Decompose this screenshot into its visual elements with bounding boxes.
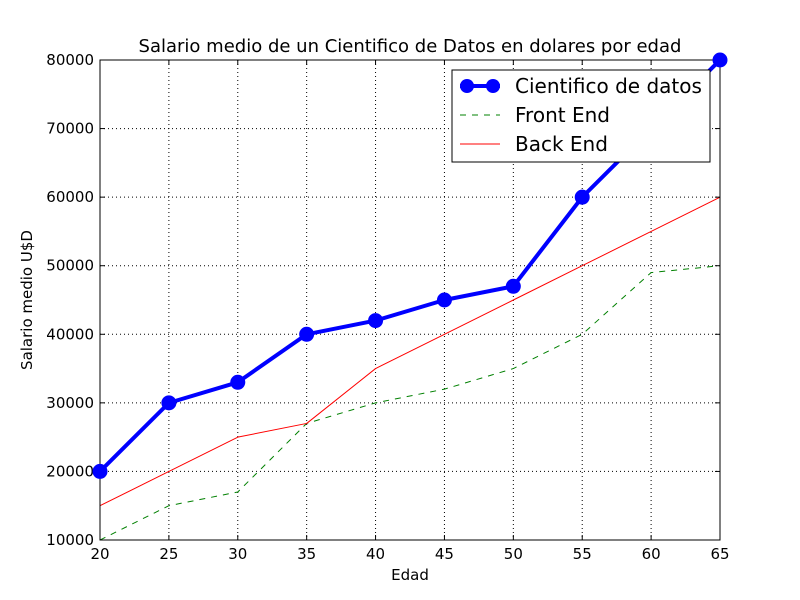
tick-labels: 20 25 30 35 40 45 50 55 60 65 10000 20000 30000 40000…: [46, 51, 729, 563]
plot-frame: [99, 59, 721, 541]
y-tick-label: 60000: [46, 188, 94, 206]
y-tick-label: 50000: [46, 257, 94, 275]
legend: Cientifico de datos Front End Back End: [451, 69, 711, 163]
tick-marks: [99, 59, 721, 541]
chart-title: Salario medio de un Cientifico de Datos …: [139, 36, 682, 57]
x-tick-label: 45: [435, 545, 454, 563]
series-point-0: [92, 463, 108, 479]
y-tick-label: 40000: [46, 325, 94, 343]
legend-label-0: Cientifico de datos: [515, 74, 702, 98]
legend-marker-0: [486, 79, 500, 93]
x-tick-label: 60: [642, 545, 661, 563]
series-layer: [100, 60, 720, 540]
series-point-0: [436, 292, 452, 308]
series-line-0: [100, 60, 720, 473]
series-point-0: [230, 374, 246, 390]
x-tick-label: 35: [297, 545, 316, 563]
series-point-0: [161, 395, 177, 411]
y-tick-label: 80000: [46, 51, 94, 69]
x-tick-label: 30: [228, 545, 247, 563]
y-tick-label: 70000: [46, 120, 94, 138]
x-tick-label: 20: [90, 545, 109, 563]
x-tick-label: 55: [573, 545, 592, 563]
x-tick-label: 65: [710, 545, 729, 563]
markers-layer: [92, 52, 728, 479]
series-point-0: [505, 278, 521, 294]
series-line-2: [100, 196, 720, 507]
series-point-0: [299, 326, 315, 342]
y-tick-label: 30000: [46, 394, 94, 412]
legend-label-2: Back End: [515, 132, 608, 156]
series-point-0: [574, 189, 590, 205]
legend-label-1: Front End: [515, 103, 610, 127]
x-axis-label: Edad: [391, 566, 429, 584]
y-tick-label: 20000: [46, 462, 94, 480]
x-tick-label: 25: [159, 545, 178, 563]
legend-marker-0: [460, 79, 474, 93]
x-tick-label: 40: [366, 545, 385, 563]
y-tick-label: 10000: [46, 531, 94, 549]
series-point-0: [368, 313, 384, 329]
y-axis-label: Salario medio U$D: [18, 230, 36, 370]
series-line-1: [100, 265, 720, 540]
series-point-0: [712, 52, 728, 68]
x-tick-label: 50: [504, 545, 523, 563]
